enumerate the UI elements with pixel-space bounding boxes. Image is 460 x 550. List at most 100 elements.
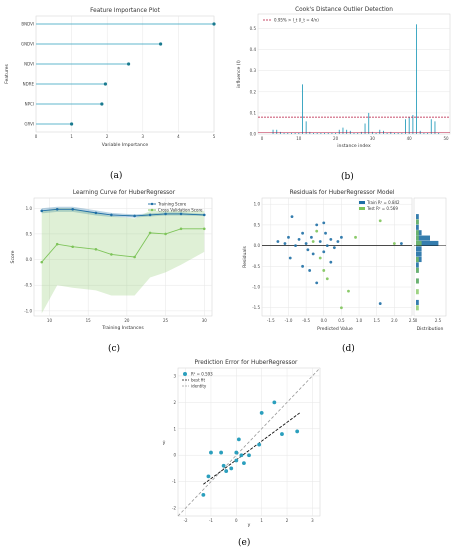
caption-a: (a) bbox=[110, 170, 122, 181]
panel-c-ylabel: Score bbox=[10, 250, 16, 263]
panel-d-hist-bar bbox=[416, 240, 439, 246]
panel-e-ytick: -2 bbox=[172, 506, 176, 511]
panel-c-point bbox=[55, 242, 59, 246]
panel-d-legend-swatch-train bbox=[359, 201, 365, 204]
panel-a-plot-area bbox=[35, 15, 215, 133]
panel-a-point bbox=[126, 62, 131, 66]
panel-d-point bbox=[308, 269, 312, 272]
panel-e-xtick: -2 bbox=[184, 518, 188, 523]
panel-e-point bbox=[201, 492, 206, 497]
panel-d-plot-area bbox=[261, 197, 413, 317]
panel-a-point bbox=[212, 22, 216, 26]
panel-e-legend-identity: identity bbox=[191, 384, 207, 389]
panel-a-xtick: 2 bbox=[106, 134, 109, 139]
panel-e-xtick: 2 bbox=[286, 518, 289, 523]
panel-d-point bbox=[306, 248, 310, 252]
panel-e-ytick: -1 bbox=[172, 479, 176, 484]
panel-e-point bbox=[236, 437, 241, 442]
panel-d-xtick: 1.5 bbox=[374, 318, 381, 323]
panel-a-category-label: BNDVI bbox=[21, 22, 34, 27]
panel-b-plot-area bbox=[257, 13, 451, 135]
panel-c-point bbox=[110, 213, 113, 217]
caption-b: (b) bbox=[341, 171, 354, 182]
panel-c-point bbox=[94, 211, 98, 215]
panel-d-ytick: -0.5 bbox=[252, 264, 260, 269]
panel-c-ytick: 1.0 bbox=[26, 206, 33, 211]
panel-c-point bbox=[71, 245, 74, 249]
panel-c-point bbox=[55, 207, 59, 211]
panel-c-series-line bbox=[41, 228, 205, 263]
panel-d-point bbox=[322, 221, 326, 225]
panel-d-point bbox=[324, 231, 327, 235]
panel-d-point bbox=[400, 242, 403, 245]
panel-e-point bbox=[234, 450, 239, 455]
panel-c-ytick: 0.0 bbox=[26, 257, 33, 262]
panel-b-xlabel: instance index bbox=[337, 143, 371, 149]
panel-e-xtick: -1 bbox=[209, 518, 213, 523]
panel-c-ytick: -1.0 bbox=[24, 308, 32, 313]
panel-d-point bbox=[297, 238, 301, 241]
panel-d-legend-test: Test R² = 0.569 bbox=[366, 206, 398, 211]
panel-c-point bbox=[71, 207, 74, 211]
panel-e-point bbox=[247, 453, 251, 458]
panel-b-ytick: 0.5 bbox=[250, 26, 257, 31]
panel-c-point bbox=[179, 227, 183, 231]
panel-c-point bbox=[110, 253, 113, 256]
panel-c-point bbox=[148, 213, 152, 217]
panel-e-point bbox=[229, 466, 234, 471]
panel-d-point bbox=[311, 252, 315, 256]
panel-d-point bbox=[347, 289, 350, 293]
panel-c-point bbox=[148, 231, 152, 235]
panel-b-xtick: 20 bbox=[333, 136, 339, 141]
panel-e-ytick: 0 bbox=[173, 453, 176, 458]
panel-a-category-label: NDVI bbox=[24, 62, 34, 67]
panel-b-xtick: 40 bbox=[407, 136, 413, 141]
panel-c-point bbox=[133, 255, 136, 259]
panel-e-xtick: 0 bbox=[235, 518, 238, 523]
panel-d-dist-tick: 0 bbox=[415, 318, 418, 323]
panel-d-hist-bar bbox=[416, 235, 430, 241]
panel-d-hist-bar bbox=[416, 214, 419, 220]
panel-a-point bbox=[103, 82, 108, 86]
panel-e-point bbox=[280, 432, 284, 436]
panel-c-point bbox=[202, 227, 206, 231]
panel-d-hist-bar bbox=[416, 219, 419, 225]
panel-d-point bbox=[325, 277, 329, 281]
panel-c-ytick: -0.5 bbox=[24, 283, 32, 288]
panel-b-xtick: 50 bbox=[443, 136, 449, 141]
panel-c-legend-marker bbox=[150, 202, 154, 206]
panel-d-point bbox=[340, 235, 343, 239]
panel-b-xtick: 10 bbox=[296, 136, 302, 141]
panel-d-point bbox=[287, 235, 290, 239]
panel-d-point bbox=[301, 231, 304, 235]
panel-d-point bbox=[325, 244, 329, 248]
panel-d-legend-train: Train R² = 0.842 bbox=[366, 200, 400, 205]
panel-a-xtick: 0 bbox=[35, 134, 38, 139]
panel-d-hist-bar bbox=[416, 289, 419, 295]
panel-d-hist-bar bbox=[416, 224, 419, 230]
panel-e: Prediction Error for HuberRegressor -2 -2… bbox=[163, 360, 321, 548]
panel-d-legend-swatch-test bbox=[359, 207, 365, 210]
panel-c-ytick: 0.5 bbox=[26, 231, 33, 236]
panel-b-legend: 0.95% > I_t (I_t = 4/n) bbox=[263, 18, 319, 23]
panel-d-point bbox=[310, 235, 313, 239]
panel-e-point bbox=[239, 453, 244, 458]
panel-e-xtick: 1 bbox=[260, 518, 263, 523]
panel-c-xtick: 15 bbox=[86, 318, 92, 323]
panel-b-title: Cook's Distance Outlier Detection bbox=[295, 7, 393, 13]
panel-c-legend-marker bbox=[150, 208, 154, 212]
panel-a-category-label: NPCI bbox=[25, 102, 34, 107]
panel-c-point bbox=[164, 232, 167, 236]
panel-d-point bbox=[304, 242, 308, 245]
panel-b: Cook's Distance Outlier Detection 0.0 0.1… bbox=[236, 7, 451, 182]
panel-d-point bbox=[318, 256, 322, 260]
panel-e-ytick: 3 bbox=[173, 373, 176, 378]
panel-e-title: Prediction Error for HuberRegressor bbox=[195, 360, 299, 366]
panel-a-xtick: 5 bbox=[213, 134, 216, 139]
panel-d-xlabel: Predicted Value bbox=[317, 326, 353, 332]
panel-e-ytick: 2 bbox=[173, 400, 176, 405]
panel-d-legend: Train R² = 0.842 Test R² = 0.569 bbox=[359, 200, 400, 211]
panel-c-xlabel: Training Instances bbox=[101, 325, 144, 331]
panel-e-point bbox=[224, 469, 229, 473]
